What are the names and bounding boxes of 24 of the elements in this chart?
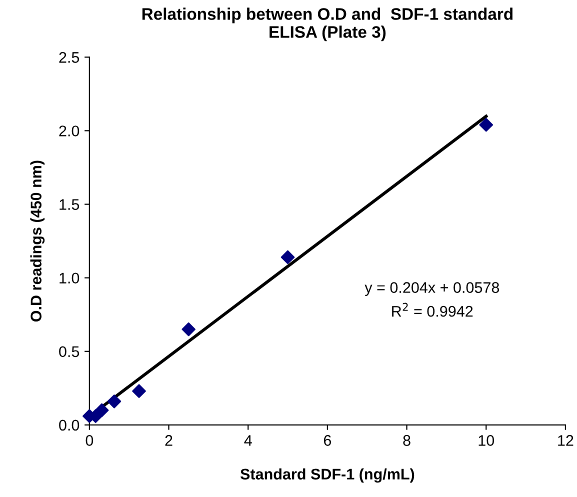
y-tick-label: 1.5 bbox=[60, 199, 80, 210]
x-tick-label: 2 bbox=[165, 435, 172, 446]
y-tick-label: 0.5 bbox=[59, 346, 80, 358]
annotation: R$^{2}$ = 0.9942 bbox=[392, 302, 473, 317]
x-tick-label: 8 bbox=[403, 435, 410, 446]
x-tick-label: 6 bbox=[324, 435, 332, 446]
y-tick-label: 2.5 bbox=[59, 52, 80, 63]
x-tick-label: 10 bbox=[478, 435, 494, 446]
point bbox=[132, 384, 146, 398]
point bbox=[479, 118, 494, 132]
y-tick-label: 0.0 bbox=[59, 420, 80, 431]
x-tick-label: 12 bbox=[558, 435, 574, 446]
y-tick-label: 2.0 bbox=[59, 126, 80, 136]
point bbox=[94, 403, 109, 418]
x-tick-label: 0 bbox=[86, 435, 94, 446]
chart-title: Relationship between O.D and SDF-1 standard ELISA (Plate 3) bbox=[142, 8, 512, 42]
annotation: y = 0.204x + 0.0578 bbox=[364, 282, 500, 296]
point bbox=[107, 394, 122, 408]
y-axis-title: O.D readings (450 nm) bbox=[30, 160, 45, 322]
x-axis-title: Standard SDF-1 (ng/mL) bbox=[240, 468, 414, 483]
y-tick-label: 1.0 bbox=[60, 272, 80, 284]
point bbox=[182, 322, 196, 336]
x-tick-label: 4 bbox=[244, 435, 252, 446]
point bbox=[280, 250, 295, 264]
